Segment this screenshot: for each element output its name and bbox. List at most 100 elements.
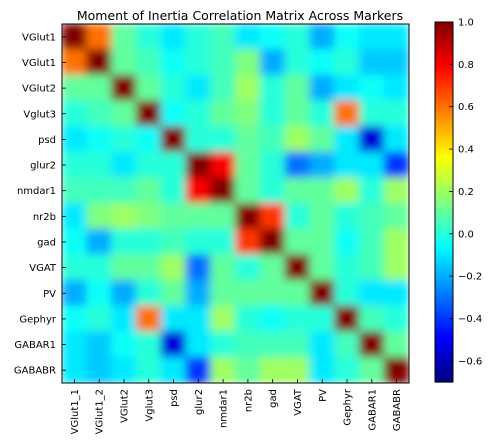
heatmap-cell [135,24,162,51]
heatmap-cell [111,49,137,76]
colorbar-segment [435,172,453,176]
colorbar: 1.0 0.8 0.6 0.4 0.2 0.0 −0.2 −0.4 −0.6 [434,18,482,383]
heatmap-cell [309,151,336,179]
colorbar-segment [435,364,453,368]
colorbar-segment [435,202,453,206]
heatmap-cell [309,100,336,128]
heatmap-cell [62,331,88,358]
heatmap-cell [86,254,113,281]
heatmap-cell [259,126,286,153]
x-tick-label: gad [268,389,279,408]
y-tick-label: nmdar1 [17,186,56,197]
colorbar-segment [435,67,453,71]
heatmap-cell [259,151,286,179]
colorbar-segment [435,157,453,161]
heatmap-cell [259,356,286,383]
colorbar-segment [435,274,453,278]
colorbar-segment [435,112,453,116]
heatmap-cell [111,228,137,256]
colorbar-segment [435,343,453,347]
heatmap-cell [135,331,162,358]
x-tick-label: GABABR [392,389,403,431]
colorbar-segment [435,367,453,371]
heatmap-cell [160,100,187,128]
colorbar-segment [435,376,453,380]
heatmap-cell [62,305,88,333]
heatmap-cell [111,203,137,230]
heatmap-cell [111,305,137,333]
colorbar-segment [435,109,453,113]
x-tick-label: Vglut3 [144,389,155,422]
colorbar-segment [435,340,453,344]
heatmap-cell [284,356,311,383]
colorbar-segment [435,220,453,224]
colorbar-segment [435,181,453,185]
heatmap-cell [185,279,212,307]
heatmap-cell [334,24,360,51]
heatmap-cell [235,151,261,179]
heatmap-cell [135,254,162,281]
colorbar-segment [435,283,453,287]
colorbar-tick-label: 0.0 [458,229,474,240]
heatmap-cell [86,49,113,76]
colorbar-segment [435,241,453,245]
colorbar-segment [435,268,453,272]
heatmap-cell [235,177,261,204]
heatmap-cell [358,126,385,153]
heatmap-cell [334,100,360,128]
colorbar-segment [435,103,453,107]
colorbar-segment [435,259,453,263]
colorbar-segment [435,133,453,137]
heatmap-cell [86,177,113,204]
heatmap-cell [309,305,336,333]
x-tick-label: glur2 [194,389,205,415]
heatmap-cell [210,356,236,383]
x-tick-label: nmdar1 [219,389,230,428]
colorbar-segment [435,64,453,68]
heatmap-cell [358,151,385,179]
heatmap-cell [86,126,113,153]
colorbar-segment [435,235,453,239]
heatmap-cell [185,228,212,256]
colorbar-segment [435,214,453,218]
y-tick-label: GABAR1 [14,340,56,351]
heatmap-cell [111,24,137,51]
colorbar-segment [435,277,453,281]
heatmap-cell [334,305,360,333]
colorbar-segment [435,175,453,179]
colorbar-segment [435,40,453,44]
colorbar-segment [435,106,453,110]
heatmap-cell [135,126,162,153]
heatmap-cell [284,331,311,358]
heatmap-cell [185,305,212,333]
colorbar-segment [435,73,453,77]
colorbar-segment [435,232,453,236]
heatmap-cell [62,126,88,153]
heatmap-cell [284,126,311,153]
heatmap-cell [160,49,187,76]
y-tick-label: VGlut1 [22,32,56,43]
colorbar-segment [435,25,453,29]
colorbar-segment [435,160,453,164]
heatmap-cell [358,203,385,230]
heatmap-cell [334,254,360,281]
heatmap-cell [284,279,311,307]
heatmap-cell [62,279,88,307]
heatmap-cell [235,228,261,256]
heatmap-cell [358,279,385,307]
heatmap-cell [86,356,113,383]
x-tick-label: VGlut1_2 [95,389,106,434]
x-tick-label: nr2b [243,389,254,412]
heatmap-cell [259,331,286,358]
heatmap-cell [210,177,236,204]
heatmap-cell [210,228,236,256]
heatmap-cell [160,126,187,153]
heatmap-cell [86,151,113,179]
colorbar-segment [435,190,453,194]
heatmap-cell [235,254,261,281]
heatmap-cell [135,177,162,204]
heatmap-cell [62,356,88,383]
x-tick-label: VGlut1_1 [70,389,81,434]
colorbar-segment [435,142,453,146]
y-tick-label: PV [43,289,56,300]
